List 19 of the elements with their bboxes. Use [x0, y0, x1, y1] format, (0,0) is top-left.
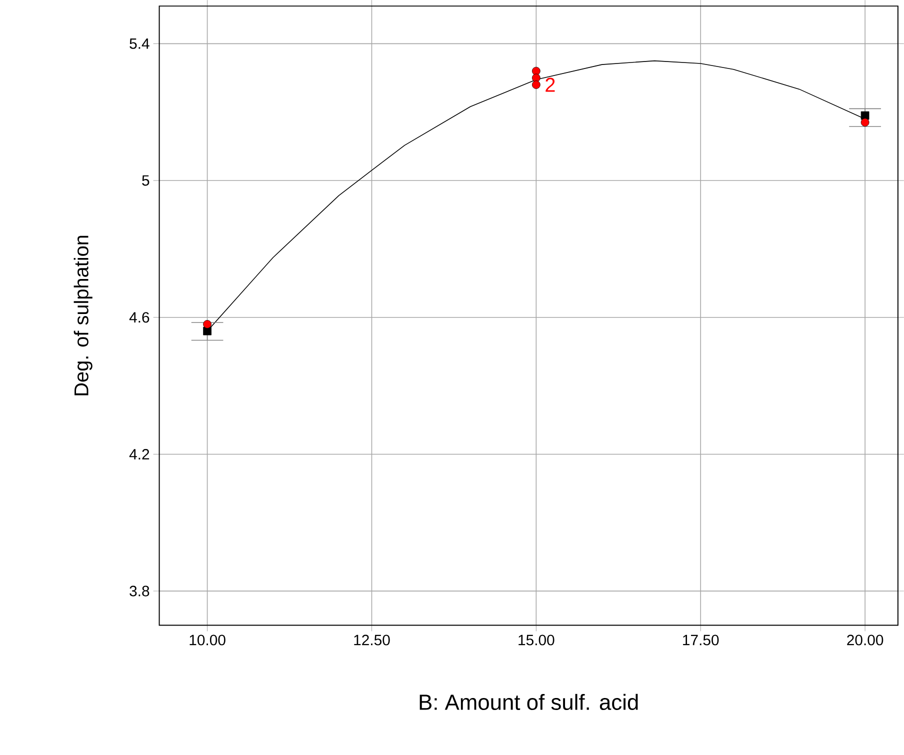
y-tick-label: 5.4 — [130, 38, 150, 50]
point — [532, 74, 540, 82]
point — [532, 80, 540, 90]
y-axis-title: Deg. of sulphation — [74, 236, 92, 396]
x-tick-label: 20.00 — [847, 634, 884, 646]
point — [532, 67, 540, 76]
x-axis-title: B: Amount of sulf. acid — [420, 694, 638, 710]
point — [860, 112, 870, 120]
x-tick-label: 10.00 — [190, 634, 226, 646]
y-tick-label: 3.8 — [130, 586, 150, 596]
y-tick-label: 5 — [142, 175, 150, 186]
annotation: 2 — [546, 78, 555, 92]
x-tick-label: 12.50 — [354, 634, 390, 646]
x-tick-label: 17.50 — [683, 634, 719, 646]
y-tick-label: 4.6 — [129, 312, 150, 323]
point — [203, 320, 212, 329]
point — [860, 118, 870, 127]
y-tick-label: 4.2 — [129, 449, 150, 460]
x-tick-label: 15.00 — [518, 634, 554, 646]
